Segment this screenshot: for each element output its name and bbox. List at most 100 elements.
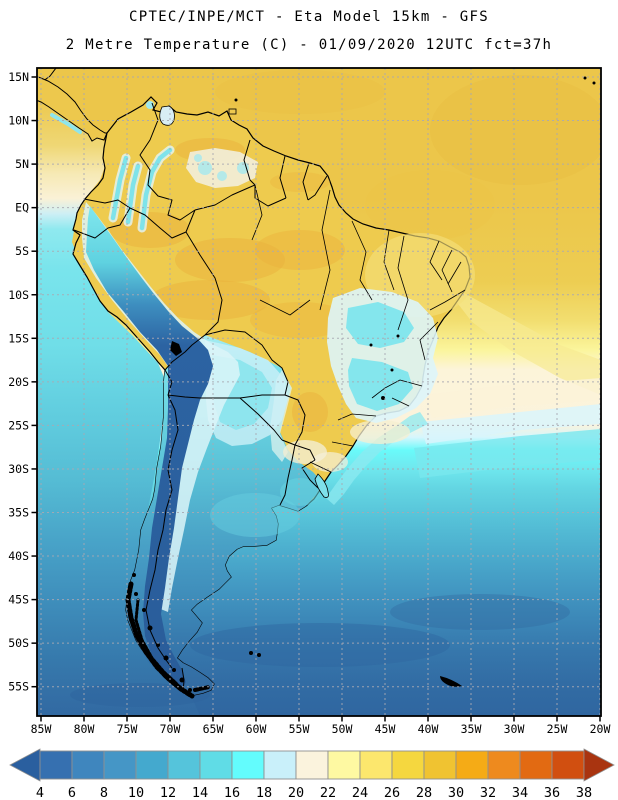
ocean-palecyan-band bbox=[420, 404, 601, 444]
lon-label: 30W bbox=[504, 722, 525, 736]
fjord-coastline bbox=[125, 573, 211, 699]
lat-label: 5N bbox=[15, 157, 29, 171]
colorbar-tick-label: 14 bbox=[192, 785, 208, 800]
andes-core bbox=[86, 206, 213, 692]
lat-label: EQ bbox=[15, 201, 29, 215]
ocean-warm-patch bbox=[365, 170, 495, 240]
lon-label: 25W bbox=[547, 722, 568, 736]
colorbar-segment bbox=[327, 750, 361, 780]
figure-title: CPTEC/INPE/MCT - Eta Model 15km - GFS 2 … bbox=[66, 9, 552, 53]
graticule-grid bbox=[37, 68, 601, 716]
colorbar-tick-label: 34 bbox=[512, 785, 528, 800]
lat-label: 40S bbox=[8, 549, 29, 563]
lat-label: 20S bbox=[8, 375, 29, 389]
colorbar-segment bbox=[295, 750, 329, 780]
lat-label: 5S bbox=[15, 244, 29, 258]
lat-label: 35S bbox=[8, 506, 29, 520]
colorbar-segment bbox=[199, 750, 233, 780]
colorbar-segment bbox=[455, 750, 489, 780]
ocean-cold-patch bbox=[190, 623, 450, 667]
latitude-axis: 15N 10N 5N EQ 5S 10S 15S 20S 25S 30S 35S 40S 45S 50S 5… bbox=[8, 70, 37, 694]
island-specks-ne bbox=[234, 76, 596, 102]
lat-label: 15S bbox=[8, 331, 29, 345]
lon-label: 85W bbox=[31, 722, 52, 736]
colorbar-tick-label: 10 bbox=[128, 785, 144, 800]
ocean-cyan-band bbox=[414, 429, 601, 478]
colorbar-segment bbox=[263, 750, 297, 780]
colorbar-segment bbox=[519, 750, 553, 780]
ocean-pale-tongue bbox=[455, 292, 601, 395]
lon-label: 35W bbox=[461, 722, 482, 736]
lon-label: 65W bbox=[203, 722, 224, 736]
land-central-america bbox=[37, 75, 108, 142]
cold-specks bbox=[369, 334, 400, 400]
map-field bbox=[37, 68, 601, 716]
lon-label: 55W bbox=[289, 722, 310, 736]
se-brazil-cream bbox=[350, 420, 410, 444]
title-line-2: 2 Metre Temperature (C) - 01/09/2020 12U… bbox=[66, 37, 552, 53]
colorbar-tick-label: 38 bbox=[576, 785, 592, 800]
colorbar-segment bbox=[167, 750, 201, 780]
colorbar-tick-label: 22 bbox=[320, 785, 336, 800]
lon-label: 40W bbox=[418, 722, 439, 736]
lat-label: 10S bbox=[8, 288, 29, 302]
colorbar-tick-label: 32 bbox=[480, 785, 496, 800]
colorbar-segment bbox=[359, 750, 393, 780]
colorbar-segment bbox=[71, 750, 105, 780]
colorbar-segment bbox=[551, 750, 585, 780]
lat-label: 10N bbox=[8, 114, 29, 128]
colorbar-tick-label: 30 bbox=[448, 785, 464, 800]
pampas-light-patch bbox=[210, 493, 300, 537]
colorbar-tick-label: 24 bbox=[352, 785, 368, 800]
lon-label: 60W bbox=[246, 722, 267, 736]
colorbar-tick-label: 6 bbox=[68, 785, 76, 800]
colorbar-tick-label: 18 bbox=[256, 785, 272, 800]
lat-label: 50S bbox=[8, 636, 29, 650]
colorbar-segment bbox=[103, 750, 137, 780]
uruguay-patch bbox=[280, 478, 320, 506]
title-line-1: CPTEC/INPE/MCT - Eta Model 15km - GFS bbox=[129, 9, 489, 25]
colorbar-tick-label: 12 bbox=[160, 785, 176, 800]
colorbar-tick-label: 16 bbox=[224, 785, 240, 800]
ocean-warm-patch bbox=[430, 75, 601, 185]
ocean-cold-patch bbox=[390, 594, 570, 630]
colorbar-tick-label: 26 bbox=[384, 785, 400, 800]
colorbar-segment bbox=[391, 750, 425, 780]
colorbar-left-arrow bbox=[9, 748, 41, 782]
colorbar-segment bbox=[39, 750, 73, 780]
colorbar-segment bbox=[231, 750, 265, 780]
ocean-cold-patch bbox=[70, 683, 210, 707]
lake-titicaca bbox=[170, 341, 182, 356]
colorbar-tick-label: 20 bbox=[288, 785, 304, 800]
east-brazil-cold-core bbox=[348, 358, 413, 411]
ocean-pacific bbox=[37, 96, 200, 716]
lagoa-dos-patos bbox=[314, 473, 329, 498]
lon-label: 50W bbox=[332, 722, 353, 736]
lon-label: 45W bbox=[375, 722, 396, 736]
brazil-state-borders bbox=[251, 184, 466, 473]
lon-label: 20W bbox=[590, 722, 611, 736]
island-falklands bbox=[249, 651, 261, 657]
colorbar-segment bbox=[423, 750, 457, 780]
ocean-warm-patch bbox=[215, 70, 385, 114]
lon-label: 75W bbox=[117, 722, 138, 736]
lake-maracaibo bbox=[159, 105, 175, 126]
lat-label: 25S bbox=[8, 418, 29, 432]
colorbar-tick-label: 28 bbox=[416, 785, 432, 800]
lon-label: 80W bbox=[74, 722, 95, 736]
colorbar-segment bbox=[135, 750, 169, 780]
map-frame bbox=[36, 67, 602, 717]
longitude-axis: 85W 80W 75W 70W 65W 60W 55W 50W 45W 40W 35W 30W 25W 2… bbox=[31, 716, 611, 736]
lat-label: 15N bbox=[8, 70, 29, 84]
guiana-cold-pale bbox=[186, 148, 258, 188]
lat-label: 30S bbox=[8, 462, 29, 476]
lat-label: 45S bbox=[8, 593, 29, 607]
colorbar-tick-label: 4 bbox=[36, 785, 44, 800]
lon-label: 70W bbox=[160, 722, 181, 736]
island-south-georgia bbox=[440, 676, 462, 687]
colorbar-right-arrow bbox=[583, 748, 615, 782]
colorbar-tick-label: 36 bbox=[544, 785, 560, 800]
lat-label: 55S bbox=[8, 680, 29, 694]
